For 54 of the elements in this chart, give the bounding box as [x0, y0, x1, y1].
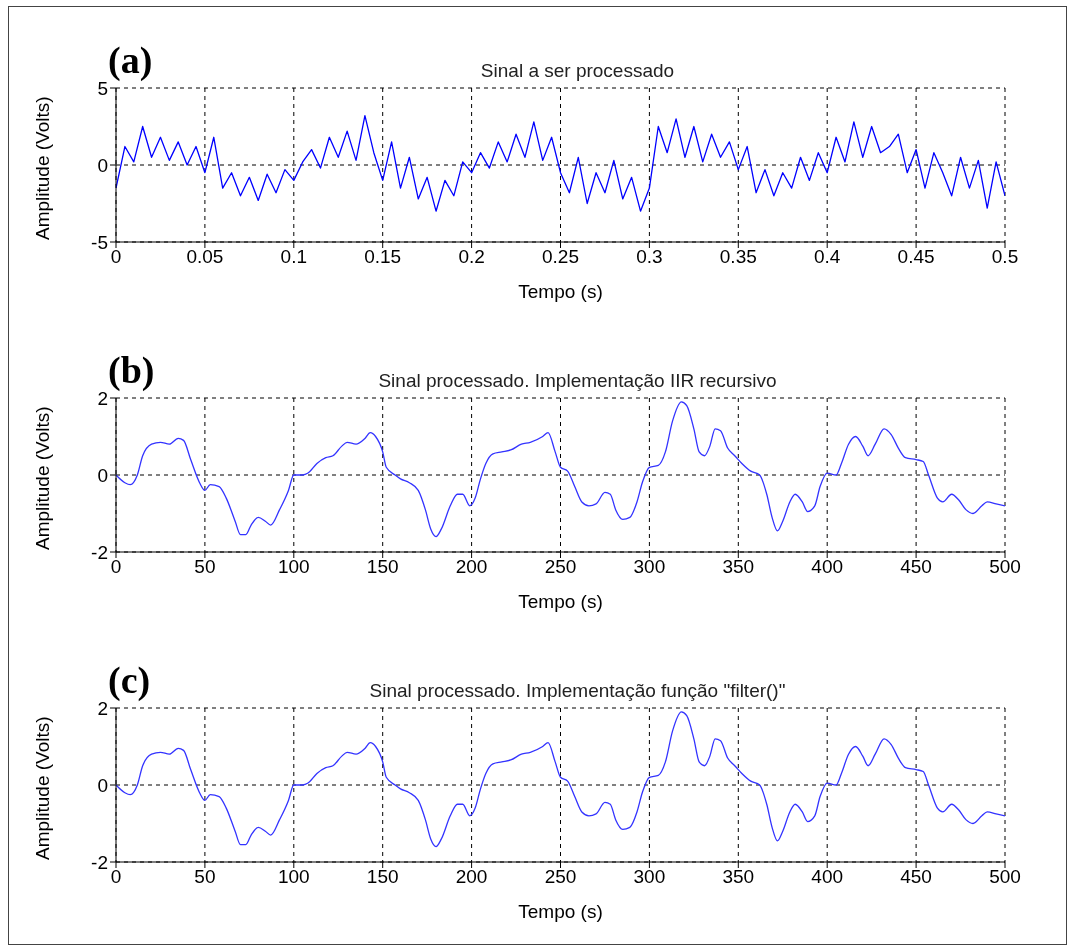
x-tick-label: 350 [722, 866, 755, 888]
x-tick-label: 150 [366, 866, 399, 888]
line-series [116, 401, 1005, 538]
text: (b) [108, 348, 155, 392]
x-axis-title: Tempo (s) [518, 591, 603, 612]
x-tick-label: 100 [277, 866, 310, 888]
x-axis-title: Tempo (s) [518, 281, 603, 302]
x-tick-label: 50 [194, 556, 216, 578]
x-tick-label: 0.1 [280, 246, 308, 268]
x-tick-label: 300 [633, 556, 666, 578]
y-axis-title: Amplitude (Volts) [31, 716, 53, 860]
y-tick-label: 2 [97, 387, 108, 409]
y-axis-title: Amplitude (Volts) [31, 96, 53, 240]
x-axis-title: Tempo (s) [518, 901, 603, 922]
x-tick-label: 0.45 [897, 246, 935, 268]
text: (c) [108, 658, 151, 702]
y-tick-label: -2 [91, 541, 108, 563]
x-tick-label: 450 [900, 556, 932, 578]
chart-title: Sinal a ser processado [480, 60, 675, 81]
line-series [116, 115, 1005, 212]
x-tick-label: 0.2 [458, 246, 485, 268]
x-tick-label: 500 [989, 866, 1021, 888]
x-tick-label: 200 [455, 556, 488, 578]
chart-title: Sinal processado. Implementação IIR recursivo [378, 370, 777, 391]
x-tick-label: 450 [900, 866, 932, 888]
y-tick-label: 0 [97, 154, 108, 176]
x-tick-label: 250 [544, 866, 577, 888]
x-tick-label: 0.15 [364, 246, 402, 268]
x-tick-label: 0.35 [719, 246, 757, 268]
x-tick-label: 150 [366, 556, 399, 578]
text: (a) [108, 38, 153, 82]
y-tick-label: 0 [97, 464, 108, 486]
x-tick-label: 0.25 [542, 246, 579, 268]
x-tick-label: 0.05 [186, 246, 224, 268]
x-tick-label: 350 [722, 556, 755, 578]
x-tick-label: 50 [194, 866, 216, 888]
y-tick-label: -2 [91, 851, 108, 873]
x-tick-label: 400 [811, 556, 844, 578]
x-tick-label: 300 [633, 866, 666, 888]
x-tick-label: 0.4 [813, 246, 841, 268]
x-tick-label: 500 [989, 556, 1021, 578]
x-tick-label: 400 [811, 866, 844, 888]
x-tick-label: 0.3 [636, 246, 663, 268]
y-axis-title: Amplitude (Volts) [31, 406, 53, 550]
chart-title: Sinal processado. Implementação função "filter()" [369, 680, 786, 701]
x-tick-label: 100 [277, 556, 310, 578]
x-tick-label: 250 [544, 556, 577, 578]
x-tick-label: 0.5 [991, 246, 1019, 268]
y-tick-label: 5 [97, 77, 108, 99]
y-tick-label: 2 [97, 697, 108, 719]
x-tick-label: 200 [455, 866, 488, 888]
line-series [116, 711, 1005, 848]
y-tick-label: 0 [97, 774, 108, 796]
y-tick-label: -5 [91, 231, 108, 253]
